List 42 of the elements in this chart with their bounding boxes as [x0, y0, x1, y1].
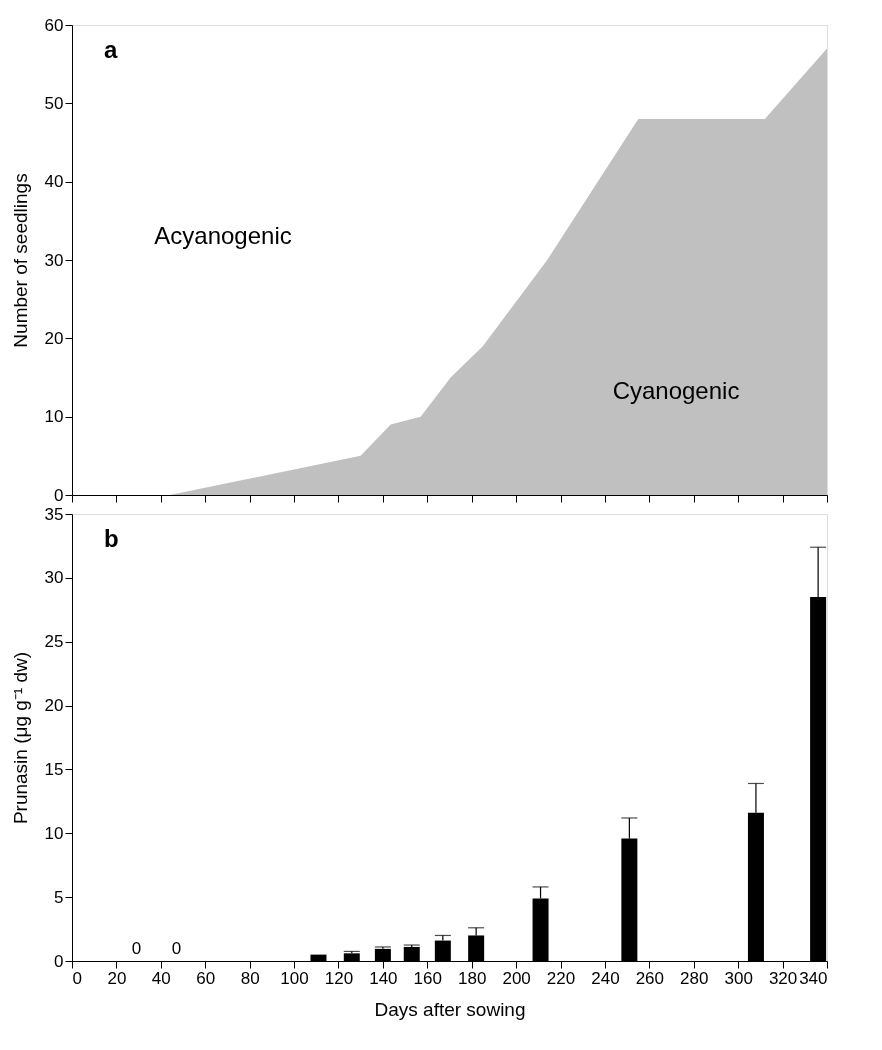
- y-tick-label: 30: [44, 568, 64, 588]
- x-tick-label: 200: [502, 968, 531, 988]
- x-tick-label: 140: [369, 968, 398, 988]
- x-tick-label: 0: [72, 968, 82, 988]
- data-label: 0: [171, 939, 182, 958]
- annotation: Cyanogenic: [612, 376, 740, 404]
- x-tick-label: 120: [324, 968, 354, 988]
- x-tick-label: 60: [196, 968, 216, 988]
- x-tick-label: 100: [280, 968, 309, 988]
- x-tick-label: 300: [724, 968, 753, 988]
- y-axis-title: Number of seedlings: [9, 173, 31, 348]
- x-tick-label: 320: [768, 968, 798, 988]
- x-tick-label: 80: [240, 968, 260, 988]
- x-tick-label: 280: [680, 968, 709, 988]
- y-tick-label: 60: [44, 15, 64, 35]
- x-tick-label: 20: [107, 968, 127, 988]
- annotation: Acyanogenic: [154, 221, 292, 249]
- data-label: 0: [131, 939, 142, 958]
- x-tick-label: 340: [799, 968, 828, 988]
- y-tick-label: 30: [44, 250, 64, 270]
- y-tick-label: 0: [54, 485, 64, 505]
- y-tick-label: 10: [44, 407, 64, 427]
- y-axis-title: Prunasin (μg g⁻¹ dw): [9, 651, 31, 825]
- y-tick-label: 15: [44, 759, 64, 779]
- y-tick-label: 50: [44, 93, 64, 113]
- y-tick-label: 20: [44, 328, 64, 348]
- text: a: [104, 36, 118, 63]
- y-tick-label: 5: [54, 887, 64, 907]
- x-tick-label: 240: [591, 968, 620, 988]
- y-tick-label: 20: [44, 696, 64, 716]
- x-tick-label: 220: [546, 968, 576, 988]
- y-tick-label: 10: [44, 823, 64, 843]
- y-tick-label: 35: [44, 504, 64, 524]
- y-tick-label: 40: [44, 172, 64, 192]
- chart-title: b: [104, 525, 119, 552]
- x-tick-label: 180: [458, 968, 487, 988]
- x-tick-label: 160: [413, 968, 442, 988]
- x-axis-title: Days after sowing: [374, 998, 526, 1020]
- y-tick-label: 25: [44, 632, 64, 652]
- x-tick-label: 260: [635, 968, 665, 988]
- y-tick-label: 0: [54, 951, 64, 971]
- x-tick-label: 40: [151, 968, 171, 988]
